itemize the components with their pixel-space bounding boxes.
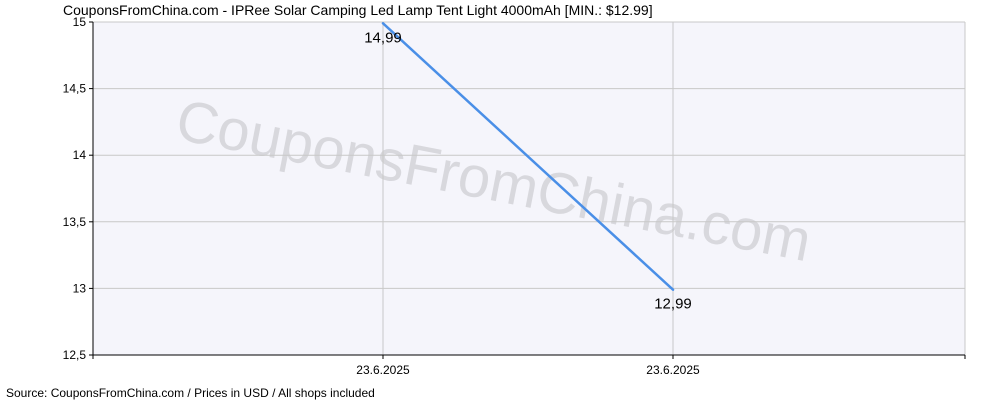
data-label: 14,99 <box>364 29 402 46</box>
y-tick-label: 13,5 <box>63 215 87 229</box>
x-tick-label: 23.6.2025 <box>646 363 700 377</box>
axes <box>89 22 965 359</box>
series-price <box>381 22 675 291</box>
y-tick-label: 13 <box>73 281 87 295</box>
y-tick-label: 14,5 <box>63 82 87 96</box>
plot-area <box>93 22 965 355</box>
y-tick-label: 15 <box>73 15 87 29</box>
source-note: Source: CouponsFromChina.com / Prices in… <box>6 386 375 400</box>
x-axis-ticks: 23.6.2025 23.6.2025 <box>356 355 966 377</box>
series-line <box>381 22 675 291</box>
data-labels: 14,99 12,99 <box>364 29 692 312</box>
x-tick-label: 23.6.2025 <box>356 363 410 377</box>
data-label: 12,99 <box>654 296 692 313</box>
y-tick-label: 12,5 <box>63 348 87 362</box>
y-tick-label: 14 <box>73 148 87 162</box>
y-axis-ticks: 15 14,5 14 13,5 13 12,5 <box>63 15 93 362</box>
chart-title: CouponsFromChina.com - IPRee Solar Campi… <box>63 2 653 18</box>
